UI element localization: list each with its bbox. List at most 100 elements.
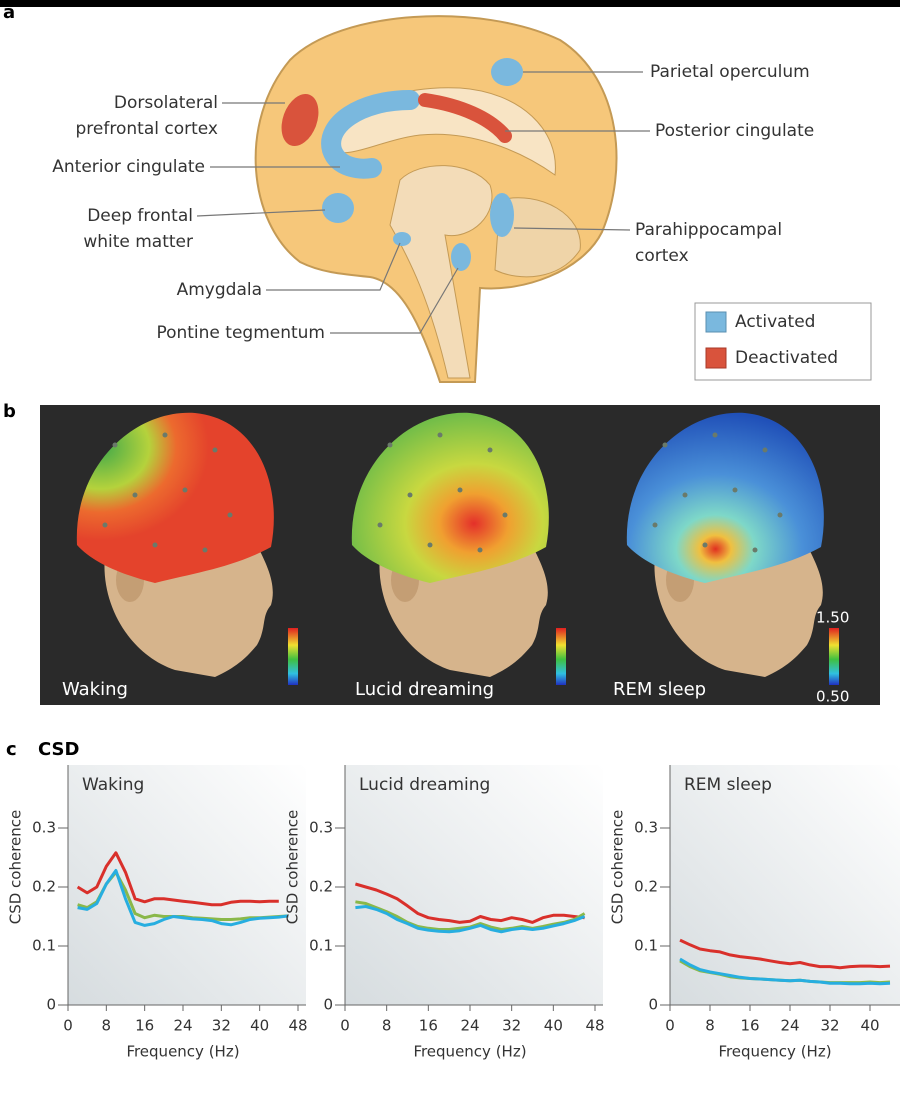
electrode bbox=[487, 447, 493, 453]
region-label: Parietal operculum bbox=[650, 62, 810, 82]
colorbar bbox=[288, 628, 298, 685]
legend-swatch bbox=[705, 311, 727, 333]
electrode bbox=[662, 442, 668, 448]
y-tick-label: 0.1 bbox=[634, 937, 658, 955]
panel-label: b bbox=[3, 401, 16, 422]
panel-label: c bbox=[6, 739, 17, 760]
x-tick-label: 40 bbox=[860, 1017, 879, 1035]
electrode bbox=[112, 442, 118, 448]
x-tick-label: 40 bbox=[250, 1017, 269, 1035]
x-tick-label: 8 bbox=[102, 1017, 112, 1035]
colorbar-max: 1.50 bbox=[816, 609, 849, 627]
x-tick-label: 16 bbox=[419, 1017, 438, 1035]
series-line bbox=[355, 905, 586, 934]
x-tick-label: 8 bbox=[382, 1017, 392, 1035]
colorbar bbox=[556, 628, 566, 685]
y-tick-label: 0.1 bbox=[32, 937, 56, 955]
electrode bbox=[752, 547, 758, 553]
y-tick-label: 0 bbox=[46, 996, 56, 1014]
x-tick-label: 48 bbox=[288, 1017, 307, 1035]
electrode bbox=[777, 512, 783, 518]
head bbox=[351, 412, 549, 677]
x-tick-label: 24 bbox=[780, 1017, 799, 1035]
y-tick-label: 0.2 bbox=[634, 878, 658, 896]
electrode bbox=[437, 432, 443, 438]
y-axis-label: CSD coherence bbox=[7, 810, 25, 925]
electrode bbox=[102, 522, 108, 528]
x-tick-label: 8 bbox=[705, 1017, 715, 1035]
y-tick-label: 0.3 bbox=[634, 819, 658, 837]
region-label: Parahippocampal bbox=[635, 220, 782, 240]
electrode bbox=[162, 432, 168, 438]
x-tick-label: 0 bbox=[665, 1017, 675, 1035]
electrode bbox=[457, 487, 463, 493]
region-label: Amygdala bbox=[177, 280, 262, 300]
x-tick-label: 32 bbox=[212, 1017, 231, 1035]
x-tick-label: 16 bbox=[740, 1017, 759, 1035]
y-tick-label: 0.2 bbox=[309, 878, 333, 896]
chart-title: Lucid dreaming bbox=[359, 775, 490, 795]
heads bbox=[76, 412, 824, 677]
region-label: white matter bbox=[83, 232, 193, 252]
caption: REM sleep bbox=[613, 679, 706, 700]
electrode bbox=[202, 547, 208, 553]
electrode bbox=[152, 542, 158, 548]
y-tick-label: 0.3 bbox=[309, 819, 333, 837]
head bbox=[626, 412, 824, 677]
electrode bbox=[227, 512, 233, 518]
region-label: cortex bbox=[635, 246, 689, 266]
electrode bbox=[182, 487, 188, 493]
region-label: Dorsolateral bbox=[114, 93, 218, 113]
electrode bbox=[682, 492, 688, 498]
x-tick-label: 16 bbox=[135, 1017, 154, 1035]
series-line bbox=[679, 957, 891, 986]
electrode bbox=[732, 487, 738, 493]
legend-label: Activated bbox=[735, 312, 815, 332]
electrode bbox=[652, 522, 658, 528]
electrode bbox=[132, 492, 138, 498]
region-label: prefrontal cortex bbox=[76, 119, 218, 139]
series-line bbox=[354, 882, 585, 924]
line-chart: Lucid dreaming 0 0.1 0.2 0.3 0 8 16 24 32 40 48 Freq… bbox=[284, 765, 605, 1061]
colorbar-min: 0.50 bbox=[816, 688, 849, 706]
legend-swatch bbox=[705, 347, 727, 369]
electrode bbox=[477, 547, 483, 553]
region-label: Anterior cingulate bbox=[52, 157, 205, 177]
electrode bbox=[377, 522, 383, 528]
x-tick-label: 0 bbox=[63, 1017, 73, 1035]
chart-title: Waking bbox=[82, 775, 144, 795]
x-tick-label: 32 bbox=[502, 1017, 521, 1035]
plot-area bbox=[345, 765, 603, 1005]
charts: Waking 0 0.1 0.2 0.3 0 8 16 24 32 40 48 Frequency (H… bbox=[7, 765, 900, 1061]
series-line bbox=[77, 869, 289, 927]
region-label: Deep frontal bbox=[87, 206, 193, 226]
electrode bbox=[712, 432, 718, 438]
head bbox=[76, 412, 274, 677]
y-axis-label: CSD coherence bbox=[609, 810, 627, 925]
caption: Waking bbox=[62, 679, 128, 700]
legend-label: Deactivated bbox=[735, 348, 838, 368]
chart-title: REM sleep bbox=[684, 775, 772, 795]
electrode bbox=[702, 542, 708, 548]
caption: Lucid dreaming bbox=[355, 679, 494, 700]
electrode bbox=[407, 492, 413, 498]
x-axis-label: Frequency (Hz) bbox=[126, 1043, 239, 1061]
electrode bbox=[762, 447, 768, 453]
colorbar bbox=[829, 628, 839, 685]
scalp bbox=[76, 412, 274, 583]
series-line bbox=[76, 851, 279, 907]
region-label: Pontine tegmentum bbox=[156, 323, 325, 343]
brain bbox=[254, 15, 618, 383]
top-band bbox=[0, 0, 900, 7]
y-tick-label: 0.2 bbox=[32, 878, 56, 896]
scalp bbox=[626, 412, 824, 583]
electrode bbox=[427, 542, 433, 548]
region-label: Posterior cingulate bbox=[655, 121, 814, 141]
electrode bbox=[387, 442, 393, 448]
panel-title: CSD bbox=[38, 739, 79, 760]
y-tick-label: 0.3 bbox=[32, 819, 56, 837]
panel-label: a bbox=[3, 2, 15, 23]
y-axis-label: CSD coherence bbox=[284, 810, 302, 925]
y-tick-label: 0.1 bbox=[309, 937, 333, 955]
